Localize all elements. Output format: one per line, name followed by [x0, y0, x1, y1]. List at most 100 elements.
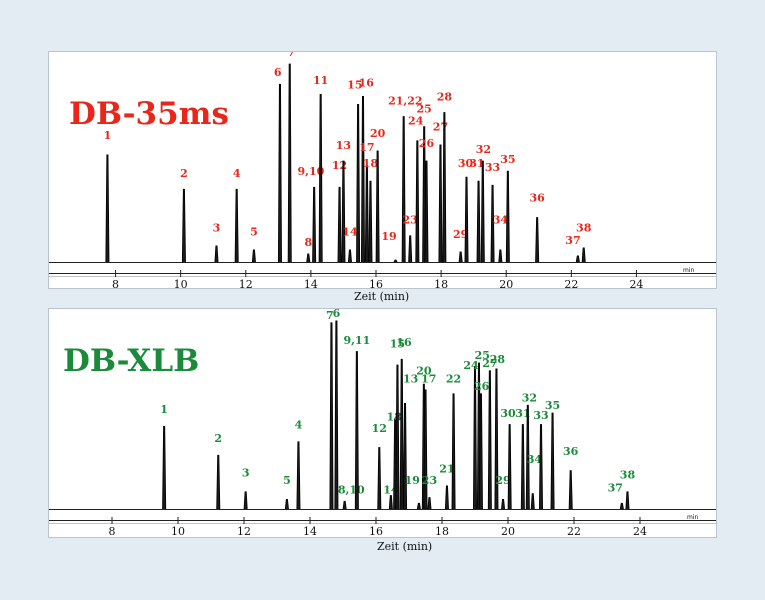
peak-label: 35: [545, 399, 560, 412]
peak-label: 27: [482, 357, 497, 370]
peak-label: 19: [381, 230, 396, 243]
peak-label: 38: [620, 468, 636, 481]
peak-label: 23: [403, 214, 418, 227]
peak: [507, 424, 512, 510]
peak-label: 32: [522, 391, 537, 404]
peak-label: 12: [332, 159, 347, 172]
peak: [473, 366, 477, 510]
peak: [575, 255, 580, 263]
chromatogram-plot-dbxlb: 8 10 12 14 16 18 20 22 24min12354768,109,1112141…: [49, 309, 716, 537]
peak: [162, 426, 167, 510]
peak-label: 16: [396, 336, 412, 349]
x-tick-label: 18: [435, 525, 449, 537]
peak: [423, 389, 428, 510]
peak: [451, 393, 456, 510]
peak: [520, 424, 525, 510]
peak: [581, 247, 586, 263]
peak-label: 5: [283, 474, 291, 487]
peak: [424, 160, 429, 263]
peak: [329, 322, 334, 510]
x-unit-label: min: [683, 267, 695, 274]
peak: [393, 259, 398, 263]
peak-label: 26: [474, 380, 490, 393]
peak-label: 34: [493, 214, 509, 227]
peak: [368, 180, 373, 263]
peak: [427, 497, 432, 510]
peak-label: 27: [433, 121, 448, 134]
peak: [296, 441, 301, 510]
peak-label: 33: [533, 409, 548, 422]
peak-label: 32: [476, 143, 491, 156]
peak: [364, 164, 369, 263]
peak-label: 28: [490, 353, 506, 366]
peak-label: 16: [359, 76, 375, 89]
peak: [494, 368, 499, 510]
x-tick-label: 22: [567, 525, 581, 537]
peak: [458, 251, 463, 263]
column-title-db35ms: DB-35ms: [69, 96, 229, 132]
peak: [444, 485, 449, 510]
peak: [395, 364, 400, 510]
peak: [375, 150, 380, 263]
peak: [388, 495, 393, 510]
x-tick-label: 8: [112, 278, 119, 288]
peak-label: 11: [313, 74, 328, 87]
peak-label: 15: [347, 78, 362, 91]
x-tick-label: 10: [171, 525, 185, 537]
peak-label: 13: [336, 139, 351, 152]
x-unit-label: min: [687, 514, 699, 521]
peak-label: 37: [565, 234, 580, 247]
x-tick-label: 14: [304, 278, 318, 288]
peak-label: 8,10: [338, 484, 365, 497]
peak-label: 7: [326, 309, 334, 322]
x-tick-label: 22: [564, 278, 578, 288]
peak-label: 2: [180, 167, 188, 180]
peak-label: 5: [250, 226, 258, 239]
peak-label: 21: [439, 463, 454, 476]
peak: [478, 393, 483, 510]
peak-label: 22: [446, 372, 461, 385]
peak-label: 24: [408, 115, 424, 128]
peak: [341, 160, 346, 263]
x-tick-label: 10: [174, 278, 188, 288]
peak-label: 4: [295, 418, 303, 431]
peak: [277, 83, 282, 263]
x-tick-label: 12: [237, 525, 251, 537]
peak: [490, 184, 495, 263]
peak-label: 29: [495, 474, 510, 487]
peak-label: 31: [515, 407, 530, 420]
peak-label: 8: [304, 236, 312, 249]
peak-label: 13: [403, 372, 418, 385]
x-tick-label: 20: [501, 525, 515, 537]
peak-label: 3: [213, 222, 221, 235]
peak: [505, 170, 510, 263]
peak: [342, 500, 347, 510]
peak-label: 6: [274, 66, 282, 79]
peak-label: 36: [563, 445, 579, 458]
peak: [251, 249, 256, 263]
peak-label: 38: [576, 222, 592, 235]
peak: [568, 470, 573, 510]
chromatogram-panel-dbxlb: 8 10 12 14 16 18 20 22 24 min 1 2 3 5 4 7 6 8,10 9,11 12 14 1…: [48, 308, 717, 553]
peak: [535, 217, 540, 263]
peak: [105, 154, 110, 263]
peak-label: 23: [422, 474, 437, 487]
peak-label: 15: [390, 338, 405, 351]
peak: [530, 493, 535, 510]
peak: [318, 93, 323, 263]
x-tick-label: 16: [369, 525, 383, 537]
peak-label: 19: [405, 474, 420, 487]
peak-label: 21,22: [388, 94, 422, 107]
peak-label: 2: [214, 432, 222, 445]
peak-label: 37: [608, 482, 623, 495]
peak-label: 1: [160, 403, 168, 416]
peak: [287, 63, 292, 263]
peak-label: 30: [458, 157, 474, 170]
peak: [312, 186, 317, 263]
peak-label: 17: [421, 372, 436, 385]
peak: [347, 249, 352, 263]
peak-label: 7: [288, 52, 296, 59]
peak: [337, 186, 342, 263]
peak: [464, 176, 469, 263]
peak-label: 18: [363, 157, 379, 170]
